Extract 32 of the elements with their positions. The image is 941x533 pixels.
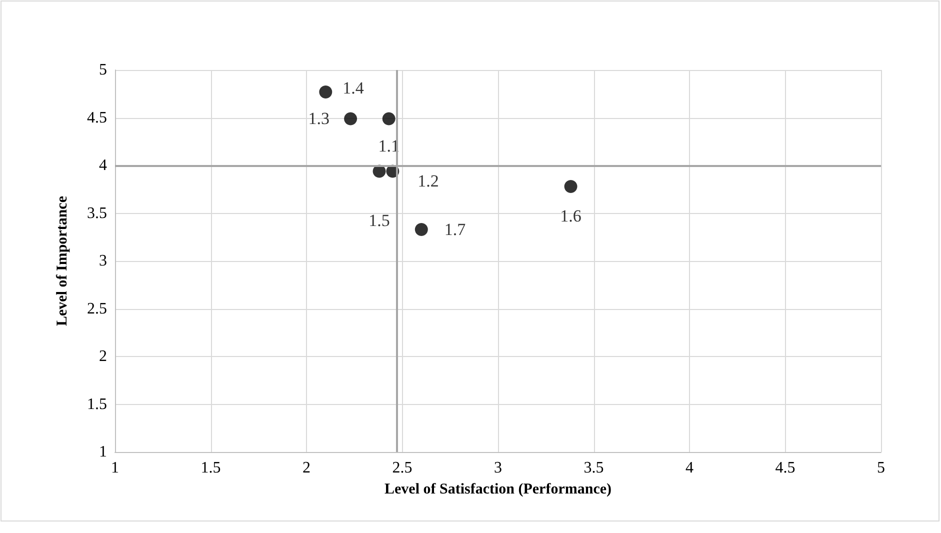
annotation: 1.2: [418, 172, 439, 191]
point: [319, 85, 332, 98]
point: [382, 112, 396, 126]
x-tick-label: 2.5: [392, 460, 412, 476]
x-tick-label: 1: [111, 460, 119, 476]
annotation: 1.1: [378, 136, 400, 156]
y-tick-label: 2.5: [87, 300, 107, 318]
y-tick-label: 1.5: [87, 396, 107, 413]
y-tick-label: 5: [99, 62, 107, 78]
point: [344, 112, 358, 126]
annotation: 1.6: [560, 206, 582, 226]
x-tick-label: 4: [686, 460, 694, 476]
y-axis-title: Level of Importance: [54, 196, 70, 326]
annotation: 1.7: [444, 220, 466, 239]
x-tick-label: 3.5: [584, 460, 604, 476]
x-tick-label: 2: [302, 460, 310, 476]
x-tick-label: 1.5: [200, 460, 221, 476]
annotation: 1.3: [308, 109, 330, 128]
x-tick-label: 4.5: [775, 460, 796, 476]
point: [414, 222, 428, 236]
annotation: 1.4: [342, 78, 364, 98]
point: [564, 180, 578, 194]
y-tick-label: 2: [99, 348, 107, 365]
x-tick-label: 3: [494, 460, 502, 476]
y-tick-label: 3.5: [87, 204, 107, 222]
y-tick-label: 3: [99, 252, 107, 270]
y-tick-label: 4: [99, 157, 107, 174]
y-tick-label: 1: [99, 444, 107, 460]
annotation: 1.5: [368, 211, 390, 230]
x-tick-label: 5: [877, 460, 885, 476]
y-tick-label: 4.5: [87, 109, 107, 126]
x-axis-title: Level of Satisfaction (Performance): [384, 482, 612, 498]
